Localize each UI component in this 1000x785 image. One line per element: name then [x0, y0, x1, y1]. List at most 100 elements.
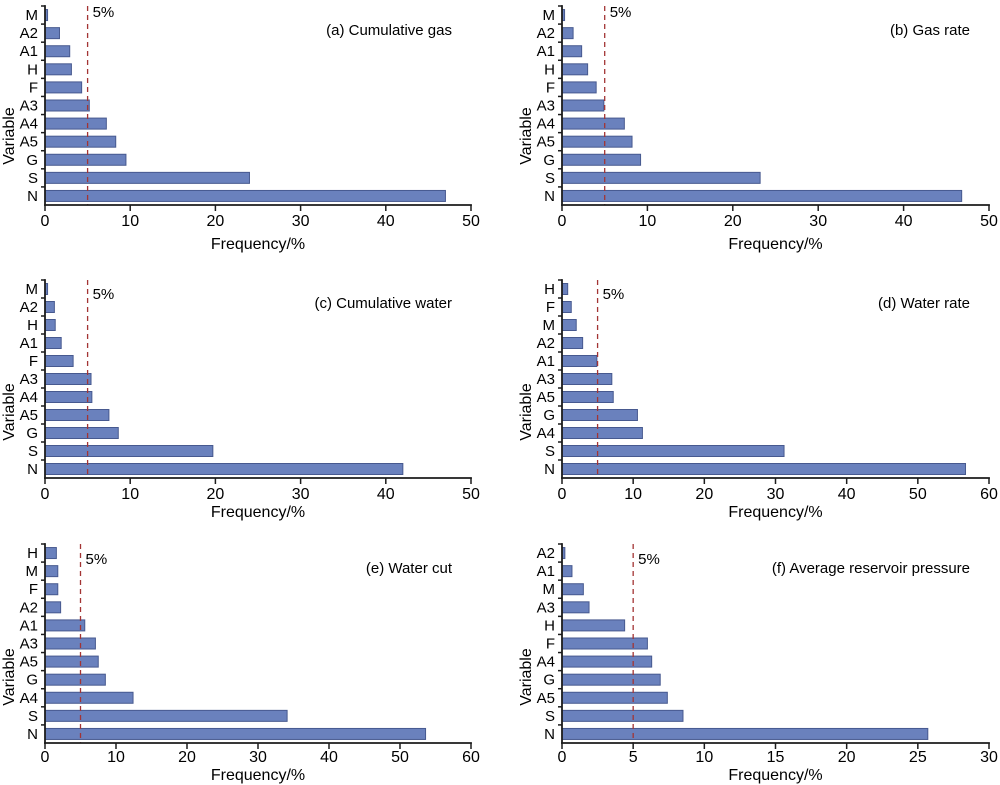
bar-A4: [44, 691, 134, 704]
y-category-label: S: [545, 170, 555, 187]
bar-H: [561, 619, 626, 632]
x-tick-label: 20: [695, 486, 713, 503]
y-category-label: A3: [537, 371, 555, 388]
y-category-label: A4: [20, 690, 38, 707]
panel-a: 5% 0 10 20 30 40 50 M A2 A1 H F A3 A4 A5 G S N (a) Cumulat…: [0, 0, 500, 260]
x-tick-label: 0: [41, 213, 50, 230]
x-tick-label: 0: [41, 749, 50, 766]
bar-A5: [44, 655, 99, 668]
bar-A5: [561, 135, 633, 148]
y-category-label: A4: [537, 425, 555, 442]
y-category-label: A2: [537, 335, 555, 352]
bar-G: [44, 673, 106, 686]
y-category-label: S: [28, 708, 38, 725]
y-category-label: A5: [20, 407, 38, 424]
bar-A4: [561, 427, 643, 439]
bar-H: [44, 63, 72, 76]
x-tick-label: 50: [462, 486, 480, 503]
bar-A2: [44, 601, 62, 614]
bar-A2: [44, 27, 60, 40]
x-tick-label: 40: [377, 486, 395, 503]
threshold-label: 5%: [603, 286, 625, 303]
y-category-label: A3: [20, 636, 38, 653]
bars-group: [44, 9, 446, 202]
y-category-label: H: [544, 61, 555, 78]
bar-A1: [561, 45, 583, 58]
x-tick-label: 10: [624, 486, 642, 503]
bar-G: [561, 409, 638, 421]
threshold-label: 5%: [86, 551, 108, 568]
threshold-label: 5%: [93, 286, 115, 303]
x-tick-label: 40: [377, 213, 395, 230]
bar-S: [44, 709, 288, 722]
bar-M: [44, 565, 59, 578]
x-tick-label: 30: [292, 486, 310, 503]
bar-N: [44, 727, 427, 740]
bar-H: [44, 319, 56, 331]
y-category-label: N: [27, 461, 38, 478]
y-category-label: S: [28, 170, 38, 187]
y-category-label: F: [29, 581, 38, 598]
bar-N: [561, 727, 929, 740]
bar-S: [44, 171, 250, 184]
bar-A3: [561, 601, 590, 614]
bar-F: [44, 81, 83, 94]
y-category-label: H: [544, 281, 555, 298]
y-category-label: F: [546, 636, 555, 653]
y-category-label: A2: [20, 299, 38, 316]
y-category-label: A1: [537, 353, 555, 370]
x-tick-label: 20: [724, 213, 742, 230]
bar-A5: [44, 409, 110, 421]
x-tick-label: 20: [178, 749, 196, 766]
bar-N: [561, 463, 967, 475]
y-category-label: A2: [537, 545, 555, 562]
x-axis-label: Frequency/%: [211, 504, 305, 521]
x-tick-label: 20: [207, 486, 225, 503]
y-axis-label: Variable: [518, 648, 535, 706]
bar-H: [44, 547, 57, 560]
bar-A3: [44, 373, 92, 385]
bar-A3: [561, 99, 605, 112]
y-axis-label: Variable: [1, 107, 18, 165]
y-category-label: A4: [537, 116, 555, 133]
y-category-label: M: [543, 581, 556, 598]
x-tick-label: 60: [980, 486, 998, 503]
bar-A2: [561, 337, 584, 349]
y-category-label: F: [546, 79, 555, 96]
x-axis-label: Frequency/%: [211, 767, 305, 784]
y-category-label: A1: [20, 617, 38, 634]
bar-S: [44, 445, 214, 457]
y-category-label: M: [26, 7, 39, 24]
y-category-label: M: [543, 317, 556, 334]
y-category-label: H: [27, 317, 38, 334]
y-category-label: A4: [20, 389, 38, 406]
y-category-label: M: [543, 7, 556, 24]
y-category-label: A1: [20, 43, 38, 60]
y-category-label: A5: [537, 389, 555, 406]
y-category-label: F: [29, 79, 38, 96]
y-category-label: A4: [20, 116, 38, 133]
x-tick-label: 40: [838, 486, 856, 503]
bar-S: [561, 709, 684, 722]
y-category-label: G: [26, 425, 38, 442]
y-category-label: A5: [537, 690, 555, 707]
bar-S: [561, 171, 761, 184]
y-category-label: A3: [20, 98, 38, 115]
bar-A2: [561, 27, 574, 40]
y-axis-label: Variable: [1, 648, 18, 706]
bar-G: [561, 673, 661, 686]
panel-b: 5% 0 10 20 30 40 50 M A2 A1 H F A3 A4 A5 G S N (b) Gas rat…: [500, 0, 1000, 260]
y-category-label: H: [27, 61, 38, 78]
x-tick-label: 50: [462, 213, 480, 230]
bar-A1: [44, 619, 86, 632]
y-axis-label: Variable: [518, 383, 535, 441]
bar-A4: [44, 391, 93, 403]
y-category-label: H: [27, 545, 38, 562]
x-tick-label: 30: [249, 749, 267, 766]
panel-f: 5% 0 5 10 15 20 25 30 A2 A1 M A3 H F A4 G A5 S N (f) Averag…: [500, 525, 1000, 785]
x-tick-label: 0: [558, 213, 567, 230]
